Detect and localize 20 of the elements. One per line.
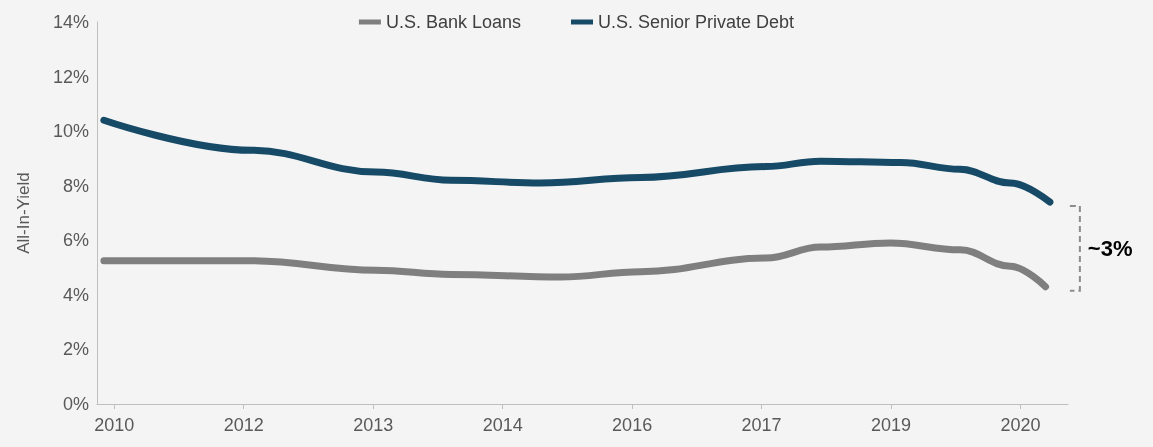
y-tick-label: 14% <box>52 12 89 32</box>
x-tick-label: 2016 <box>612 415 653 435</box>
x-tick-label: 2014 <box>482 415 523 435</box>
y-tick-label: 10% <box>52 121 89 142</box>
y-tick-label: 12% <box>52 66 89 87</box>
x-tick-label: 2012 <box>223 415 264 435</box>
y-tick-label: 0% <box>62 394 89 414</box>
y-axis-title: All-In-Yield <box>14 172 33 254</box>
y-tick-label: 2% <box>62 339 89 360</box>
x-tick-label: 2013 <box>353 415 394 435</box>
text: ~3% <box>1087 235 1133 261</box>
y-tick-label: 8% <box>62 175 89 196</box>
x-tick-label: 2020 <box>1000 415 1041 435</box>
y-tick-label: 4% <box>62 284 89 305</box>
x-tick-label: 2017 <box>741 415 782 435</box>
y-tick-label: 6% <box>62 230 89 251</box>
x-tick-label: 2010 <box>94 415 135 435</box>
legend-label: U.S. Senior Private Debt <box>598 12 795 32</box>
x-tick-label: 2019 <box>871 415 912 435</box>
legend-label: U.S. Bank Loans <box>385 12 522 32</box>
